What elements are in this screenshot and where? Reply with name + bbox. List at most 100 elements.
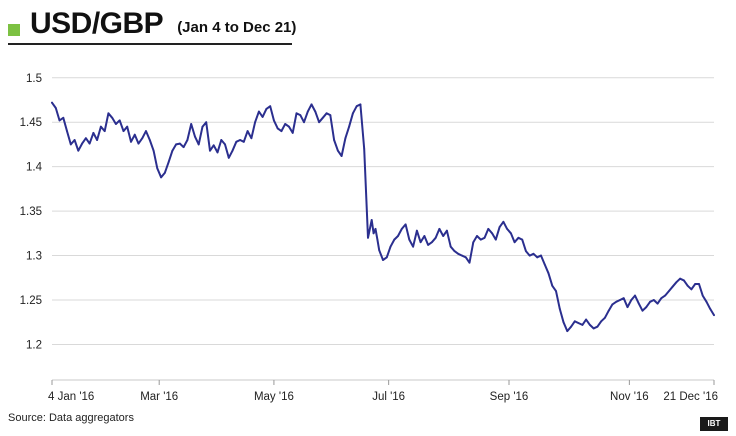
data-point xyxy=(205,121,208,124)
data-point xyxy=(698,283,700,285)
data-point xyxy=(476,235,478,237)
data-point xyxy=(273,119,275,122)
y-tick-label: 1.4 xyxy=(26,162,43,174)
data-point xyxy=(581,323,584,326)
data-point xyxy=(299,114,302,117)
data-point xyxy=(513,241,516,244)
data-point xyxy=(442,235,445,237)
data-point xyxy=(88,142,91,145)
data-point xyxy=(543,263,546,266)
data-point xyxy=(408,238,411,241)
y-tick-label: 1.5 xyxy=(26,73,42,85)
data-point xyxy=(449,245,452,248)
data-point xyxy=(235,140,238,143)
data-point xyxy=(555,290,557,293)
data-point xyxy=(344,137,347,140)
data-point xyxy=(713,314,715,317)
data-point xyxy=(461,254,463,257)
data-point xyxy=(111,116,114,119)
data-point xyxy=(679,277,682,280)
data-point xyxy=(652,299,655,301)
data-point xyxy=(303,121,305,124)
data-point xyxy=(348,125,351,128)
data-point xyxy=(310,103,313,106)
data-point xyxy=(573,320,576,323)
data-point xyxy=(487,227,490,230)
data-point xyxy=(288,125,290,128)
x-tick-label: 21 Dec '16 xyxy=(663,391,718,403)
data-point xyxy=(498,226,501,229)
data-point xyxy=(212,144,215,147)
data-point xyxy=(690,288,693,291)
data-point xyxy=(333,139,336,141)
series-line-usd-gbp xyxy=(51,101,715,333)
x-tick-label: 4 Jan '16 xyxy=(48,391,94,403)
data-point xyxy=(73,139,76,141)
data-point xyxy=(103,130,106,133)
data-point xyxy=(62,116,65,119)
data-point xyxy=(509,232,512,235)
data-point xyxy=(363,147,366,150)
series-group xyxy=(51,101,715,333)
data-point xyxy=(532,252,535,255)
x-tick-label: Jul '16 xyxy=(372,391,405,403)
data-point xyxy=(494,238,497,241)
data-point xyxy=(261,115,264,118)
data-point xyxy=(686,284,689,287)
data-point xyxy=(382,259,384,261)
data-point xyxy=(96,139,99,141)
data-point xyxy=(419,241,422,244)
data-point xyxy=(397,235,399,237)
data-point xyxy=(404,223,407,226)
data-point xyxy=(588,323,591,326)
data-point xyxy=(254,121,257,124)
data-point xyxy=(675,281,678,284)
data-point xyxy=(145,130,147,133)
data-point xyxy=(694,283,697,285)
data-point xyxy=(291,131,294,134)
data-point xyxy=(536,256,539,259)
data-point xyxy=(137,142,140,145)
data-point xyxy=(634,294,636,297)
data-point xyxy=(340,155,343,157)
data-point xyxy=(611,303,614,306)
data-point xyxy=(540,254,542,257)
data-point xyxy=(92,131,95,134)
data-point xyxy=(197,143,200,146)
data-point xyxy=(160,176,162,179)
data-point xyxy=(122,130,125,133)
data-point xyxy=(630,299,633,301)
data-point xyxy=(77,149,80,152)
data-point xyxy=(280,130,283,133)
y-tick-label: 1.2 xyxy=(26,339,42,351)
chart-subtitle: (Jan 4 to Dec 21) xyxy=(177,18,297,36)
x-tick-label: May '16 xyxy=(254,391,294,403)
data-point xyxy=(619,299,621,301)
data-point xyxy=(250,137,253,140)
data-point xyxy=(306,110,309,113)
data-point xyxy=(566,330,569,333)
data-point xyxy=(133,133,136,136)
data-point xyxy=(66,130,68,133)
data-point xyxy=(227,156,230,159)
data-point xyxy=(374,227,377,230)
y-axis-ticks: 1.2 1.25 1.3 1.35 1.4 1.45 1.5 xyxy=(20,73,43,352)
data-point xyxy=(562,321,565,324)
data-point xyxy=(547,272,550,275)
data-point xyxy=(551,284,554,287)
data-point xyxy=(209,149,211,152)
x-tick-label: Mar '16 xyxy=(140,391,178,403)
data-point xyxy=(596,325,599,328)
ibt-logo: IBT xyxy=(700,417,728,431)
x-tick-label: Nov '16 xyxy=(610,391,649,403)
data-point xyxy=(352,112,354,115)
data-point xyxy=(430,241,433,244)
data-point xyxy=(464,256,467,259)
data-point xyxy=(370,219,373,221)
data-point xyxy=(325,112,328,115)
data-point xyxy=(107,112,110,115)
y-tick-label: 1.35 xyxy=(20,206,42,218)
data-point xyxy=(615,300,618,303)
data-point xyxy=(54,107,57,109)
